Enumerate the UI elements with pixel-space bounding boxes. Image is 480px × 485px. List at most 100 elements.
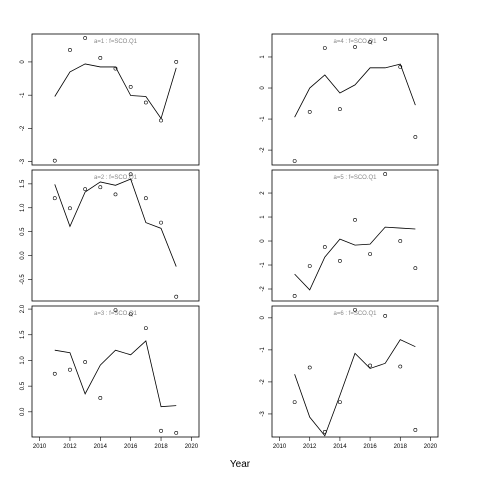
- data-point: [383, 37, 388, 41]
- data-point: [368, 40, 372, 44]
- fit-line: [294, 226, 416, 291]
- data-point: [383, 314, 388, 318]
- data-point: [83, 187, 88, 192]
- y-tick-label: 2.0: [20, 304, 26, 313]
- data-point: [398, 239, 403, 243]
- data-point: [398, 65, 403, 69]
- data-point: [52, 371, 57, 376]
- data-point: [292, 159, 297, 163]
- y-tick-label: -3: [260, 411, 266, 417]
- data-point: [174, 60, 179, 64]
- data-point: [68, 48, 72, 52]
- panel-frame: [271, 169, 439, 302]
- x-tick-label: 2018: [154, 444, 168, 450]
- data-point: [353, 307, 357, 312]
- data-point: [159, 220, 163, 225]
- y-tick-label: 0.5: [20, 227, 26, 236]
- x-tick-label: 2012: [303, 444, 317, 450]
- y-tick-label: 1: [260, 215, 266, 219]
- data-point: [338, 259, 342, 263]
- y-tick-label: 0.0: [20, 407, 26, 416]
- data-point: [68, 206, 72, 211]
- panel-title: a=5 : f=SCO.Q1: [333, 175, 377, 181]
- data-point: [98, 396, 103, 400]
- x-tick-label: 2020: [185, 444, 199, 450]
- y-tick-label: -3: [20, 158, 26, 164]
- y-tick-label: 1.0: [20, 356, 26, 365]
- fit-line: [54, 340, 177, 408]
- y-tick-label: 1: [260, 55, 266, 59]
- y-tick-label: 0: [260, 316, 266, 320]
- x-tick-label: 2010: [273, 444, 287, 450]
- panel-frame: [271, 33, 439, 166]
- data-point: [113, 192, 118, 197]
- x-tick-label: 2012: [63, 444, 77, 450]
- panel-title: a=1 : f=SCO.Q1: [94, 39, 138, 45]
- x-tick-label: 2014: [333, 444, 347, 450]
- y-tick-label: -1: [260, 262, 266, 268]
- y-tick-label: -2: [260, 147, 266, 153]
- y-tick-label: 0: [20, 60, 26, 64]
- x-tick-label: 2020: [424, 444, 438, 450]
- y-tick-label: -1: [260, 347, 266, 353]
- data-point: [98, 185, 103, 190]
- x-tick-label: 2016: [363, 444, 377, 450]
- y-tick-label: 0: [260, 239, 266, 243]
- panel-frame: [31, 33, 200, 166]
- y-tick-label: 1.5: [20, 330, 26, 339]
- fit-line: [54, 63, 177, 120]
- y-tick-label: -2: [260, 286, 266, 292]
- fit-line: [294, 339, 416, 437]
- data-point: [113, 308, 118, 313]
- panel-title: a=2 : f=SCO.Q1: [94, 175, 138, 181]
- x-tick-label: 2010: [33, 444, 47, 450]
- data-point: [322, 46, 327, 50]
- data-point: [292, 400, 297, 404]
- data-point: [413, 266, 418, 271]
- data-point: [413, 428, 418, 432]
- data-point: [143, 100, 148, 105]
- data-point: [159, 428, 163, 433]
- data-point: [338, 107, 342, 112]
- data-point: [383, 172, 388, 176]
- x-tick-label: 2016: [124, 444, 138, 450]
- panel-title: a=4 : f=SCO.Q1: [333, 39, 377, 45]
- data-point: [338, 400, 342, 404]
- y-tick-label: -0.5: [20, 274, 26, 285]
- data-point: [174, 294, 179, 299]
- data-point: [128, 172, 133, 177]
- data-point: [68, 367, 72, 372]
- panel-title: a=6 : f=SCO.Q1: [333, 311, 377, 317]
- data-point: [143, 196, 148, 201]
- fit-line: [294, 63, 416, 118]
- data-point: [143, 326, 148, 330]
- y-tick-label: -2: [260, 379, 266, 385]
- data-point: [83, 36, 88, 40]
- panel-frame: [271, 305, 439, 438]
- y-tick-label: 2: [260, 191, 266, 195]
- data-point: [98, 56, 103, 60]
- data-point: [292, 294, 297, 298]
- x-tick-label: 2014: [94, 444, 108, 450]
- panel-frame: [31, 305, 200, 438]
- panel-title: a=3 : f=SCO.Q1: [94, 311, 138, 317]
- data-point: [307, 365, 312, 370]
- y-tick-label: 0: [260, 86, 266, 90]
- data-point: [353, 45, 357, 49]
- x-tick-label: 2018: [394, 444, 408, 450]
- data-point: [398, 364, 403, 369]
- data-point: [368, 363, 372, 368]
- x-axis-label: Year: [230, 459, 251, 470]
- data-point: [128, 312, 133, 317]
- data-point: [368, 252, 372, 256]
- data-point: [307, 110, 312, 114]
- y-tick-label: 0.5: [20, 381, 26, 390]
- data-point: [307, 264, 312, 268]
- data-point: [128, 84, 133, 89]
- y-tick-label: 1.0: [20, 203, 26, 212]
- data-point: [174, 430, 179, 435]
- data-point: [83, 360, 88, 364]
- data-point: [52, 196, 57, 201]
